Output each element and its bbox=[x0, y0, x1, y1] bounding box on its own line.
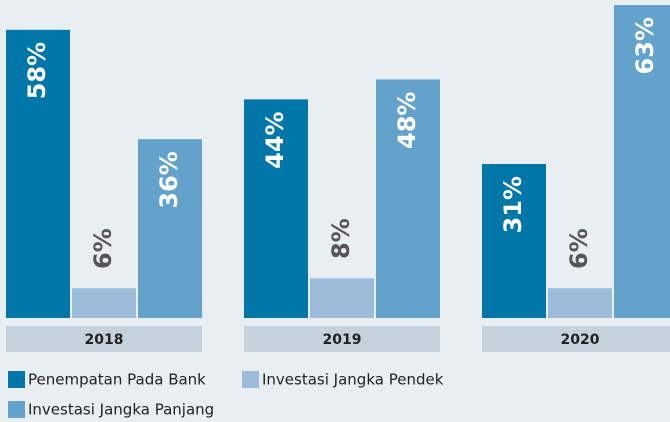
value-label: 36% bbox=[155, 151, 183, 208]
bar bbox=[376, 79, 440, 319]
value-label: 6% bbox=[89, 228, 117, 269]
value-label: 6% bbox=[565, 228, 593, 269]
category-box bbox=[482, 326, 670, 352]
value-label: 48% bbox=[393, 92, 421, 149]
legend-label: Investasi Jangka Panjang bbox=[28, 401, 214, 419]
category-box bbox=[6, 326, 202, 352]
bar bbox=[138, 139, 202, 318]
x-tick-label: 2020 bbox=[561, 332, 600, 348]
bar bbox=[548, 288, 612, 318]
legend-swatch bbox=[242, 371, 259, 388]
legend-label: Investasi Jangka Pendek bbox=[262, 371, 444, 389]
bar bbox=[244, 99, 308, 319]
legend-swatch bbox=[8, 371, 25, 388]
legend-label: Penempatan Pada Bank bbox=[28, 371, 206, 389]
value-label: 8% bbox=[327, 218, 355, 259]
value-label: 58% bbox=[23, 42, 51, 99]
bar bbox=[72, 288, 136, 318]
value-label: 31% bbox=[499, 176, 527, 233]
x-tick-label: 2018 bbox=[85, 332, 124, 348]
bar bbox=[6, 29, 70, 318]
bar bbox=[614, 5, 670, 318]
x-tick-label: 2019 bbox=[323, 332, 362, 348]
legend-swatch bbox=[8, 401, 25, 418]
bar bbox=[482, 163, 546, 318]
category-box bbox=[244, 326, 440, 352]
value-label: 44% bbox=[261, 111, 289, 168]
value-label: 63% bbox=[631, 17, 659, 74]
bar bbox=[310, 278, 374, 318]
